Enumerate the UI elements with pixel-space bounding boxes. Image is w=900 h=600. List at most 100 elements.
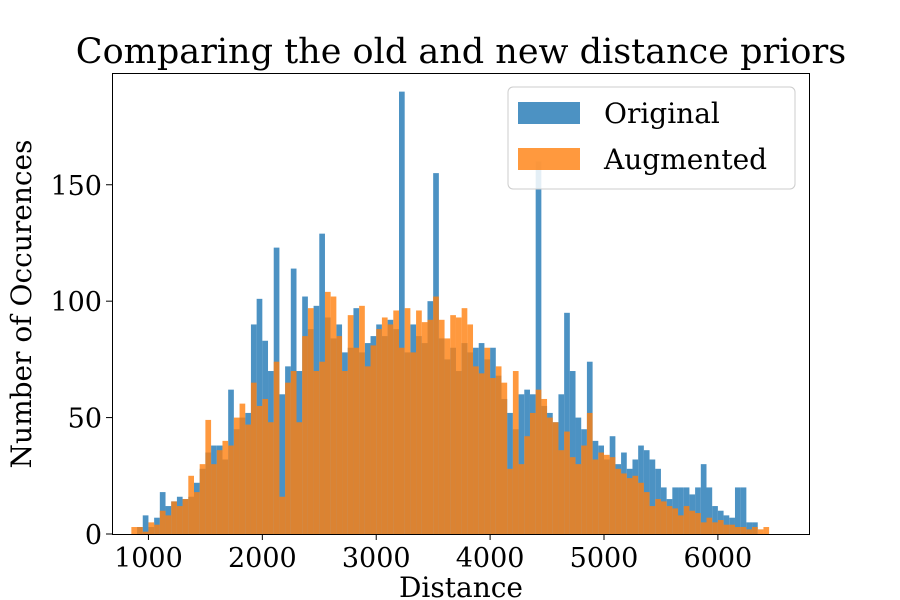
augmented-bar [507, 468, 513, 534]
augmented-bar [734, 527, 741, 534]
x-tick-label: 2000 [228, 543, 297, 574]
original-bar [723, 515, 730, 534]
augmented-bar [461, 308, 468, 534]
legend-swatch-original [518, 102, 580, 124]
augmented-bar [484, 347, 491, 534]
augmented-bar [165, 515, 172, 534]
augmented-bar [438, 319, 445, 534]
augmented-bar [473, 366, 479, 534]
original-bar [740, 487, 747, 534]
augmented-bar [723, 524, 730, 534]
augmented-bar [518, 464, 525, 534]
y-axis-ticks: 0 50 100 150 [50, 171, 112, 551]
augmented-bar [672, 508, 679, 534]
augmented-bar [478, 373, 485, 534]
augmented-bar [729, 524, 735, 534]
augmented-bar [319, 361, 325, 534]
augmented-bar [364, 366, 371, 534]
augmented-bar [752, 527, 758, 534]
augmented-bar [604, 454, 610, 534]
augmented-bar [347, 315, 354, 534]
augmented-bar [148, 522, 155, 534]
augmented-bar [678, 515, 684, 534]
augmented-bar [683, 506, 690, 534]
augmented-bar [416, 310, 422, 534]
augmented-bar [211, 464, 217, 534]
augmented-bar [176, 506, 183, 534]
augmented-bar [450, 315, 456, 534]
augmented-bar [188, 475, 194, 534]
original-bar [695, 487, 701, 534]
augmented-bar [621, 473, 627, 534]
y-tick-label: 50 [68, 404, 102, 435]
augmented-bar [285, 382, 291, 534]
augmented-bar [205, 419, 212, 534]
augmented-bar [717, 520, 724, 534]
augmented-bar [529, 412, 536, 534]
augmented-bar [444, 338, 451, 534]
augmented-bar [313, 371, 320, 534]
augmented-bar [336, 336, 343, 534]
augmented-bar [660, 501, 667, 534]
legend-swatch-augmented [518, 148, 580, 170]
augmented-bar [706, 517, 713, 534]
augmented-bar [216, 450, 223, 534]
original-bar [734, 487, 741, 534]
augmented-bar [564, 431, 570, 534]
augmented-bar [455, 317, 462, 534]
legend: Original Augmented [507, 86, 796, 190]
original-bar [535, 161, 542, 534]
augmented-bar [199, 464, 206, 534]
augmented-bar [763, 527, 770, 534]
y-tick-label: 150 [50, 171, 102, 202]
augmented-bar [228, 445, 234, 534]
original-bar [678, 487, 684, 534]
augmented-bar [296, 422, 303, 534]
augmented-bar [586, 412, 593, 534]
original-bar [279, 394, 286, 534]
augmented-bar [598, 452, 604, 534]
augmented-bar [159, 510, 166, 534]
augmented-bar [399, 347, 405, 534]
augmented-bar [512, 371, 519, 534]
augmented-bar [171, 501, 177, 534]
original-bar [564, 312, 570, 534]
augmented-bar [592, 459, 599, 534]
augmented-bar [359, 305, 365, 534]
chart-title: Comparing the old and new distance prior… [76, 32, 846, 72]
augmented-bar [581, 445, 587, 534]
augmented-bar [552, 422, 559, 534]
augmented-bar [632, 475, 639, 534]
original-bar [142, 515, 149, 534]
plot-frame [112, 73, 810, 535]
legend-label-augmented: Augmented [603, 143, 767, 176]
augmented-bar [137, 527, 143, 534]
augmented-bar [569, 457, 576, 534]
augmented-bar [740, 527, 747, 534]
augmented-bar [262, 398, 269, 534]
augmented-bar [490, 378, 496, 534]
x-tick-label: 6000 [684, 543, 753, 574]
augmented-bar [404, 308, 411, 534]
augmented-bar [307, 308, 314, 534]
augmented-bar [615, 468, 622, 534]
original-bar [649, 459, 656, 534]
x-tick-label: 5000 [570, 543, 639, 574]
augmented-bar [575, 464, 582, 534]
augmented-bar [245, 424, 251, 534]
x-tick-label: 3000 [342, 543, 411, 574]
augmented-bar [626, 478, 633, 534]
augmented-bar [700, 522, 707, 534]
augmented-bar [689, 510, 696, 534]
augmented-bar [353, 347, 360, 534]
augmented-bar [290, 371, 297, 534]
augmented-bar [649, 506, 656, 534]
augmented-bar [330, 296, 337, 534]
augmented-bar [609, 457, 616, 534]
augmented-bar [427, 319, 434, 534]
augmented-bar [501, 382, 508, 534]
original-bar [706, 487, 713, 534]
augmented-bar [268, 422, 274, 534]
augmented-bar [131, 527, 138, 534]
augmented-bar [746, 529, 753, 534]
